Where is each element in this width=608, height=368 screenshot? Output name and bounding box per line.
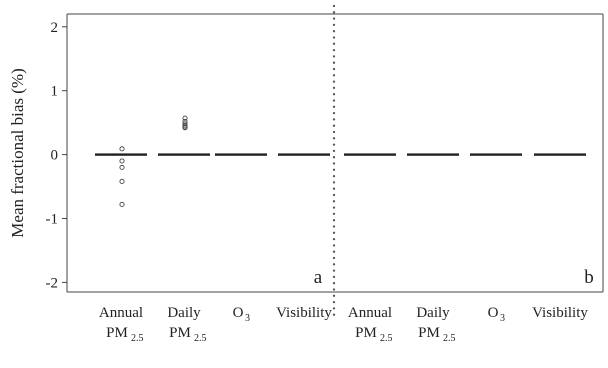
x-tick-label-subscript: 2.5 bbox=[131, 333, 144, 344]
x-tick-label-line2: PM bbox=[418, 325, 440, 341]
divider-dot bbox=[332, 313, 336, 316]
x-tick-label-line2: PM bbox=[355, 325, 377, 341]
divider-dot bbox=[332, 48, 336, 52]
x-tick-label-subscript: 2.5 bbox=[194, 333, 207, 344]
divider-dot bbox=[332, 17, 336, 20]
divider-dot bbox=[332, 124, 336, 127]
divider-dot bbox=[332, 263, 336, 266]
divider-dot bbox=[332, 219, 336, 222]
divider-dot bbox=[332, 244, 336, 247]
divider-dot bbox=[332, 193, 336, 197]
divider-dot bbox=[332, 80, 336, 83]
outlier-point bbox=[119, 158, 125, 164]
y-tick-label: 2 bbox=[51, 20, 59, 36]
outlier-point bbox=[182, 115, 188, 121]
outlier-point bbox=[119, 146, 125, 152]
x-tick-label: O bbox=[488, 305, 499, 321]
x-tick-label-line2: PM bbox=[169, 325, 191, 341]
divider-dot bbox=[332, 250, 336, 253]
divider-dot bbox=[332, 237, 336, 241]
y-axis: -2 -1 0 1 2 bbox=[46, 20, 67, 291]
divider-dot bbox=[332, 23, 336, 27]
box-median bbox=[470, 153, 522, 156]
panel-label-b: b bbox=[584, 267, 594, 288]
box-median bbox=[534, 153, 586, 156]
outlier-point bbox=[119, 178, 125, 184]
y-tick-label: 0 bbox=[51, 148, 59, 164]
box-median bbox=[95, 153, 147, 156]
divider-dot bbox=[332, 269, 336, 272]
divider-dot bbox=[332, 156, 336, 159]
divider-dot bbox=[332, 174, 336, 178]
divider-dot bbox=[332, 118, 336, 121]
divider-dot bbox=[332, 143, 336, 146]
divider-dot bbox=[332, 111, 336, 115]
divider-dot bbox=[332, 130, 336, 134]
boxes bbox=[95, 153, 586, 156]
plot-frame bbox=[66, 13, 604, 293]
divider-dot bbox=[332, 288, 336, 291]
divider-dot bbox=[332, 231, 336, 234]
outlier-point bbox=[119, 164, 125, 170]
x-tick-label-subscript: 3 bbox=[245, 313, 250, 324]
y-tick-label: -2 bbox=[46, 275, 59, 291]
x-tick-label: Daily bbox=[167, 305, 201, 321]
divider-dot bbox=[332, 11, 336, 14]
divider-dot bbox=[332, 168, 336, 171]
divider-dot bbox=[332, 105, 336, 108]
divider-dot bbox=[332, 93, 336, 96]
y-tick-label: -1 bbox=[46, 212, 59, 228]
x-tick-label: Daily bbox=[416, 305, 450, 321]
divider-dot bbox=[332, 212, 336, 216]
x-tick-label: Annual bbox=[99, 305, 143, 321]
divider-dot bbox=[332, 200, 336, 203]
divider-dot bbox=[332, 4, 336, 8]
x-tick-label: Visibility bbox=[276, 305, 332, 321]
y-axis-label: Mean fractional bias (%) bbox=[8, 68, 27, 237]
divider-dot bbox=[332, 86, 336, 90]
panel-label-a: a bbox=[314, 267, 323, 288]
box-median bbox=[407, 153, 459, 156]
x-tick-label: Visibility bbox=[532, 305, 588, 321]
divider-dot bbox=[332, 55, 336, 58]
x-tick-label-subscript: 3 bbox=[500, 313, 505, 324]
outlier-point bbox=[119, 201, 125, 207]
divider-dot bbox=[332, 137, 336, 140]
divider-dot bbox=[332, 275, 336, 279]
divider-dot bbox=[332, 282, 336, 285]
x-tick-label-subscript: 2.5 bbox=[380, 333, 393, 344]
box-median bbox=[215, 153, 267, 156]
divider-dot bbox=[332, 187, 336, 190]
outliers bbox=[119, 115, 188, 207]
divider-dot bbox=[332, 206, 336, 209]
divider-dot bbox=[332, 225, 336, 228]
divider-dot bbox=[332, 36, 336, 39]
divider-dot bbox=[332, 256, 336, 260]
divider-dot bbox=[332, 162, 336, 165]
box-median bbox=[158, 153, 210, 156]
divider-dot bbox=[332, 307, 336, 310]
divider-dot bbox=[332, 99, 336, 102]
divider-dot bbox=[332, 74, 336, 77]
divider-dot bbox=[332, 30, 336, 33]
divider-dot bbox=[332, 294, 336, 297]
divider-dot bbox=[332, 42, 336, 45]
divider-dot bbox=[332, 149, 336, 153]
box-median bbox=[344, 153, 396, 156]
x-tick-label: O bbox=[233, 305, 244, 321]
x-tick-label-line2: PM bbox=[106, 325, 128, 341]
divider-dot bbox=[332, 61, 336, 64]
divider-dot bbox=[332, 300, 336, 304]
x-tick-label-subscript: 2.5 bbox=[443, 333, 456, 344]
y-tick-label: 1 bbox=[51, 84, 59, 100]
divider-dot bbox=[332, 181, 336, 184]
panel-divider bbox=[332, 4, 336, 316]
x-tick-label: Annual bbox=[348, 305, 392, 321]
divider-dot bbox=[332, 67, 336, 71]
outlier-point bbox=[182, 125, 188, 131]
box-median bbox=[278, 153, 330, 156]
